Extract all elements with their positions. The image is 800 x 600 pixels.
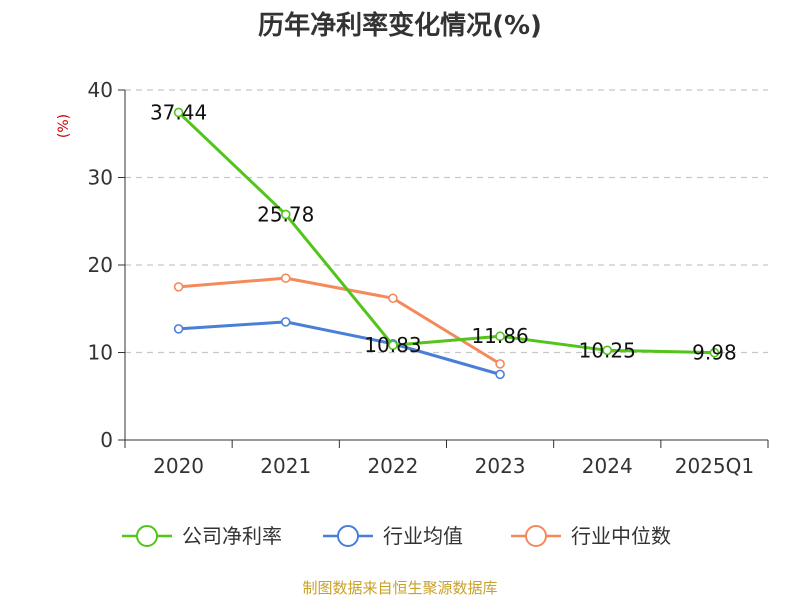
x-tick-label: 2021 [260, 454, 311, 478]
y-tick-label: 20 [88, 253, 113, 277]
x-tick-label: 2025Q1 [675, 454, 754, 478]
data-point [280, 273, 291, 283]
source-note: 制图数据来自恒生聚源数据库 [302, 579, 497, 597]
legend-label: 行业均值 [383, 524, 463, 548]
data-point [173, 324, 184, 334]
legend-swatch-marker [525, 525, 547, 547]
series-group: 37.44 25.78 10.83 11.86 10.25 9.98 [150, 100, 737, 380]
y-tick-label: 40 [88, 78, 113, 102]
chart-title: 历年净利率变化情况(%) [258, 10, 542, 41]
data-label: 9.98 [692, 341, 737, 365]
y-tick-label: 0 [100, 428, 113, 452]
y-tick-label: 30 [88, 166, 113, 190]
data-point [173, 282, 184, 292]
data-point [173, 107, 184, 118]
grid-lines [125, 89, 768, 354]
y-tick-label: 10 [88, 341, 113, 365]
legend: 公司净利率 行业均值 行业中位数 [122, 524, 671, 548]
data-point [495, 331, 505, 342]
data-point [602, 345, 613, 356]
y-axis-ticks: 0 10 20 30 40 [88, 78, 126, 452]
data-label: 10.25 [579, 338, 636, 362]
series-line [178, 276, 501, 366]
data-label: 37.44 [150, 100, 207, 124]
data-point [495, 359, 505, 369]
data-point [280, 317, 291, 327]
data-label: 10.83 [364, 333, 421, 357]
series-line [177, 111, 715, 355]
y-axis-label: (%) [56, 114, 72, 138]
legend-label: 行业中位数 [571, 524, 671, 548]
x-tick-label: 2024 [582, 454, 633, 478]
x-tick-label: 2020 [153, 454, 204, 478]
data-point [388, 340, 398, 351]
x-tick-label: 2022 [367, 454, 418, 478]
x-axis: 2020 2021 2022 2023 2024 2025Q1 [124, 439, 769, 478]
legend-swatch-marker [337, 525, 359, 547]
legend-label: 公司净利率 [182, 524, 282, 548]
data-label: 25.78 [257, 202, 314, 226]
data-point [495, 369, 505, 380]
data-point [280, 209, 291, 220]
series-line [178, 320, 501, 376]
data-point [709, 347, 720, 358]
data-label: 11.86 [471, 324, 528, 348]
data-point [388, 293, 398, 304]
legend-swatch-marker [136, 525, 158, 547]
x-tick-label: 2023 [475, 454, 526, 478]
